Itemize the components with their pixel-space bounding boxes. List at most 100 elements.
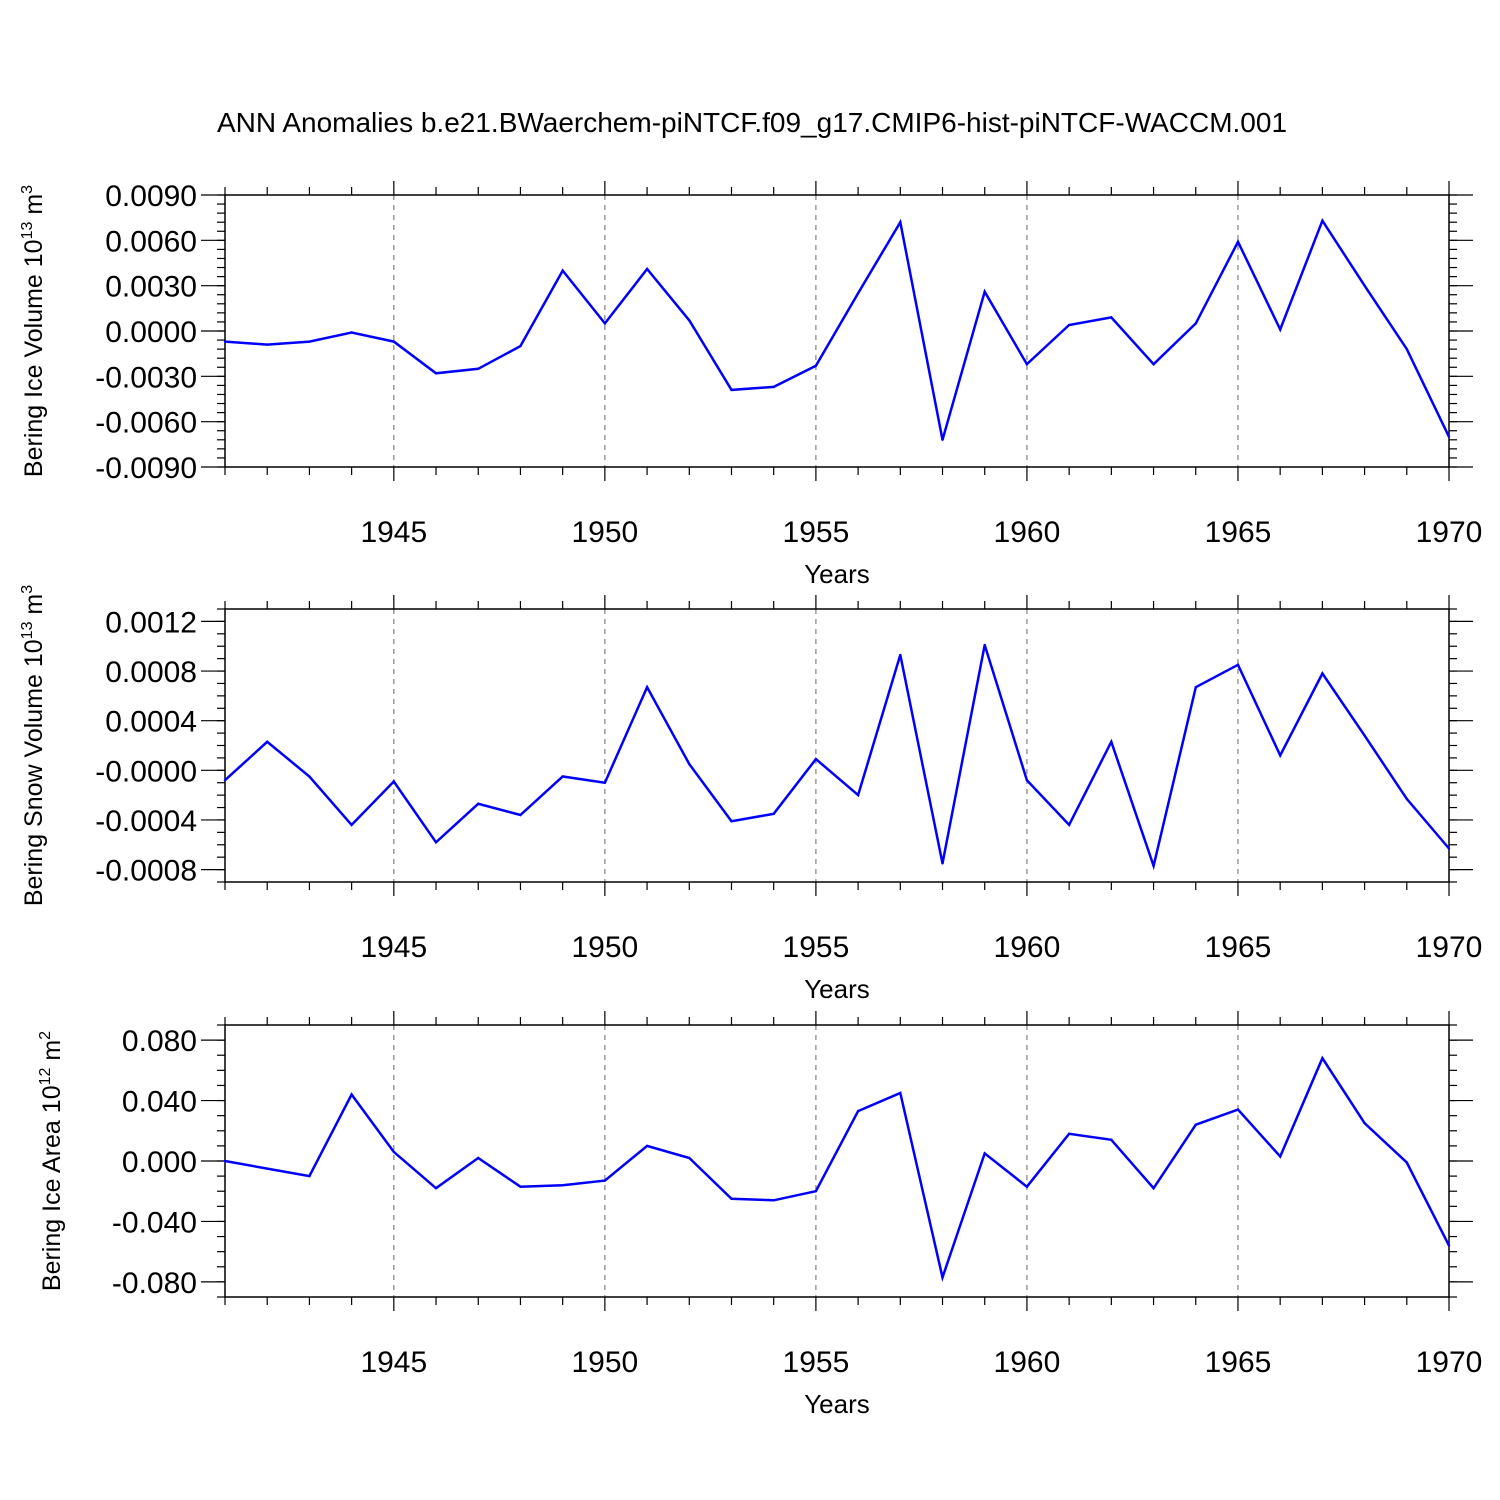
data-point (645, 685, 649, 689)
x-tick-label: 1970 (1416, 516, 1483, 549)
data-point (477, 1156, 480, 1160)
y-axis-title: Bering Ice Volume 1013 m3 (19, 185, 48, 477)
data-point (1363, 734, 1366, 737)
data-point (1278, 754, 1282, 757)
data-point (603, 781, 607, 784)
data-point (1067, 1132, 1071, 1136)
y-tick-label: -0.0008 (95, 855, 197, 888)
y-tick-label: 0.0030 (105, 271, 197, 304)
y-tick-label: -0.0060 (95, 407, 197, 440)
data-point (814, 1190, 818, 1193)
data-point (308, 775, 311, 778)
data-point (308, 340, 311, 343)
panel-ice-volume: 0.0090 0.0060 0.0030 0.0000 -0.0030 -0.0060 -0… (19, 180, 1482, 589)
data-point (1405, 1161, 1408, 1164)
x-tick-label: 1945 (360, 931, 427, 964)
y-tick-label: 0.0004 (105, 706, 197, 739)
data-point (730, 819, 733, 823)
data-point (223, 779, 227, 782)
data-point (392, 1150, 396, 1154)
data-point (645, 1144, 649, 1148)
data-point (941, 1276, 944, 1279)
data-point (266, 740, 269, 743)
data-point (1405, 347, 1408, 351)
data-point (1236, 1108, 1240, 1111)
data-point (223, 340, 227, 343)
data-point (856, 1109, 860, 1113)
data-point (1236, 240, 1240, 244)
x-tick-label: 1945 (360, 516, 427, 549)
series-line (224, 644, 1450, 871)
y-axis-title: Bering Snow Volume 1013 m3 (19, 585, 48, 906)
y-tick-label: 0.0090 (105, 180, 197, 213)
series-line (224, 217, 1451, 441)
y-tick-label: -0.0004 (95, 805, 197, 838)
data-point (983, 290, 986, 293)
x-tick-label: 1950 (571, 931, 638, 964)
data-point (645, 267, 649, 271)
data-point (392, 340, 396, 343)
data-point (1363, 284, 1366, 287)
data-point (392, 780, 396, 783)
data-point (941, 862, 944, 865)
data-point (350, 1093, 353, 1096)
y-axis-title-base: Bering Snow Volume 10 (20, 639, 48, 906)
y-axis-title-unit: m (20, 594, 48, 622)
data-point (1321, 1057, 1324, 1060)
data-point (603, 322, 607, 325)
data-point (1152, 1187, 1155, 1190)
data-point (266, 1167, 269, 1170)
x-tick-label: 1960 (994, 516, 1061, 549)
panel-snow-volume: 0.0012 0.0008 0.0004 -0.0000 -0.0004 -0.0008 1… (19, 585, 1482, 1004)
x-axis-title: Years (804, 1389, 870, 1419)
x-tick-label: 1945 (360, 1346, 427, 1379)
x-tick-label: 1965 (1205, 1346, 1272, 1379)
y-tick-label: 0.0012 (105, 606, 197, 639)
y-axis-title-unit: m (20, 194, 48, 222)
data-point (1278, 1155, 1282, 1158)
y-tick-label: 0.0000 (105, 316, 197, 349)
y-axis-title-base: Bering Ice Volume 10 (20, 239, 48, 477)
data-point (434, 372, 438, 375)
data-point (1152, 363, 1155, 366)
data-point (519, 1185, 522, 1188)
figure-title: ANN Anomalies b.e21.BWaerchem-piNTCF.f09… (217, 107, 1287, 138)
data-point (561, 269, 564, 272)
data-point (1025, 1185, 1029, 1188)
data-point (1025, 363, 1029, 366)
data-point (350, 823, 353, 827)
data-point (1194, 322, 1197, 325)
y-tick-label: 0.040 (122, 1086, 197, 1119)
data-point (1067, 823, 1071, 827)
data-point (1405, 797, 1408, 801)
data-point (899, 653, 902, 657)
data-point (1194, 685, 1197, 689)
data-point (983, 643, 986, 647)
y-axis-title-unit: m (38, 1040, 66, 1068)
data-point (1278, 328, 1282, 331)
data-point (603, 1179, 607, 1182)
y-axis-title-unit-exponent: 2 (37, 1031, 54, 1040)
y-axis-title-unit-exponent: 3 (19, 185, 36, 194)
y-tick-label: -0.080 (112, 1267, 197, 1300)
data-point (519, 813, 522, 817)
data-point (1110, 740, 1113, 743)
data-point (434, 1187, 438, 1190)
x-tick-label: 1955 (783, 931, 850, 964)
y-tick-label: 0.0060 (105, 225, 197, 258)
y-axis-title-base: Bering Ice Area 10 (38, 1085, 66, 1291)
data-point (1363, 1122, 1366, 1125)
x-tick-label: 1970 (1416, 1346, 1483, 1379)
data-point (1067, 323, 1071, 327)
data-point (1194, 1123, 1197, 1126)
x-tick-label: 1970 (1416, 931, 1483, 964)
data-point (688, 319, 691, 322)
x-tick-label: 1960 (994, 1346, 1061, 1379)
data-point (941, 438, 944, 441)
data-point (856, 793, 860, 797)
panel-ice-area: 0.080 0.040 0.000 -0.040 -0.080 1945 1950 1955 1… (37, 1011, 1482, 1419)
data-point (772, 1199, 775, 1202)
y-tick-label: -0.0000 (95, 755, 197, 788)
y-tick-label: 0.000 (122, 1146, 197, 1179)
